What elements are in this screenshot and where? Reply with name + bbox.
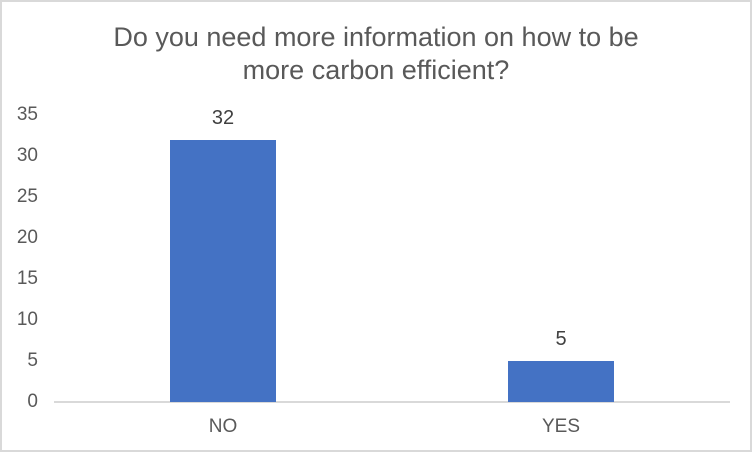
y-axis-tick-label: 25 [16,186,38,207]
x-axis-category-label: NO [208,416,238,437]
x-axis-category-label: YES [541,416,581,437]
y-axis-tick-label: 5 [27,350,38,371]
y-axis-tick-label: 0 [27,391,38,412]
chart-title: Do you need more information on how to b… [113,22,639,85]
y-axis-tick-label: 35 [16,104,38,125]
y-axis-tick-label: 15 [16,268,38,289]
bar-yes [508,361,614,402]
y-axis-tick-label: 30 [16,145,38,166]
x-axis-line [54,401,730,403]
bar-no [170,139,276,402]
y-axis-tick-label: 10 [16,309,38,330]
bar-value-label: 32 [211,106,235,129]
bar-value-label: 5 [555,328,567,350]
y-axis-tick-label: 20 [16,227,38,248]
